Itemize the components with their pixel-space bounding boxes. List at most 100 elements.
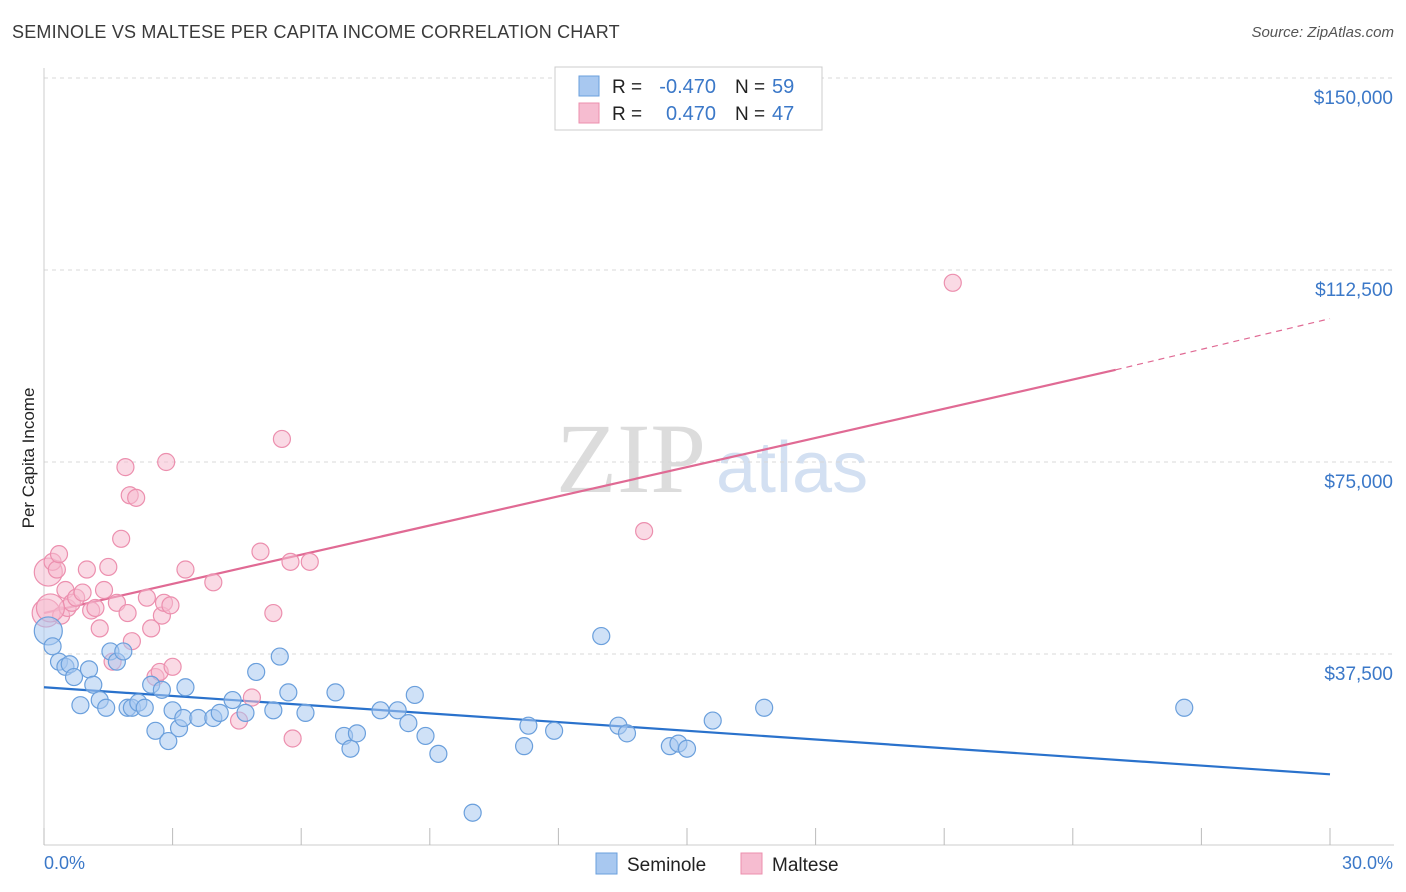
seminole-r-value: -0.470 bbox=[659, 76, 716, 98]
data-points bbox=[31, 273, 1194, 822]
seminole-point-1 bbox=[43, 637, 62, 656]
maltese-r-value: 0.470 bbox=[666, 103, 716, 125]
seminole-point-19 bbox=[146, 721, 165, 740]
seminole-point-38 bbox=[341, 739, 360, 758]
maltese-point-25 bbox=[137, 588, 156, 607]
maltese-point-31 bbox=[157, 452, 176, 472]
seminole-point-31 bbox=[247, 662, 266, 682]
y-tick-labels: $37,500 $75,000 $112,500 $150,000 bbox=[1314, 88, 1393, 685]
x-tick-label-1: 30.0% bbox=[1342, 853, 1393, 873]
y-tick-label-1: $75,000 bbox=[1324, 472, 1393, 493]
seminole-point-41 bbox=[388, 701, 407, 720]
seminole-point-36 bbox=[326, 683, 345, 702]
seminole-point-8 bbox=[84, 675, 103, 694]
seminole-point-46 bbox=[463, 803, 482, 822]
x-tick-label-0: 0.0% bbox=[44, 853, 85, 873]
seminole-point-56 bbox=[703, 711, 722, 730]
y-tick-label-3: $150,000 bbox=[1314, 88, 1393, 109]
seminole-n-label: N = bbox=[735, 77, 765, 98]
legend-maltese-swatch bbox=[740, 852, 763, 875]
legend-maltese-label: Maltese bbox=[772, 855, 839, 876]
maltese-point-15 bbox=[94, 580, 114, 600]
seminole-point-39 bbox=[347, 724, 367, 743]
source-label: Source: ZipAtlas.com bbox=[1251, 24, 1394, 41]
seminole-point-29 bbox=[223, 690, 242, 710]
seminole-swatch bbox=[578, 75, 600, 97]
maltese-point-14 bbox=[90, 619, 109, 638]
seminole-point-50 bbox=[592, 626, 611, 646]
seminole-point-52 bbox=[617, 724, 637, 743]
seminole-point-32 bbox=[264, 701, 283, 720]
seminole-point-10 bbox=[97, 698, 116, 717]
maltese-point-42 bbox=[283, 729, 302, 748]
maltese-point-21 bbox=[118, 603, 137, 623]
seminole-point-45 bbox=[429, 744, 448, 763]
maltese-point-4 bbox=[49, 545, 69, 564]
maltese-point-34 bbox=[176, 560, 195, 579]
seminole-point-21 bbox=[159, 731, 178, 751]
seminole-point-35 bbox=[296, 703, 315, 722]
maltese-point-32 bbox=[161, 596, 180, 615]
maltese-trend-extension bbox=[1115, 318, 1331, 371]
seminole-point-25 bbox=[176, 678, 195, 697]
maltese-point-26 bbox=[142, 619, 161, 638]
maltese-point-11 bbox=[77, 560, 96, 579]
maltese-n-value: 47 bbox=[772, 103, 794, 125]
seminole-point-57 bbox=[755, 698, 774, 717]
maltese-trend-line bbox=[43, 368, 1116, 615]
maltese-point-13 bbox=[86, 598, 105, 618]
seminole-point-49 bbox=[545, 721, 564, 740]
seminole-point-43 bbox=[405, 685, 424, 705]
maltese-swatch bbox=[578, 102, 600, 124]
y-tick-label-2: $112,500 bbox=[1315, 280, 1393, 301]
maltese-point-45 bbox=[943, 273, 962, 292]
seminole-point-34 bbox=[279, 683, 298, 702]
maltese-point-19 bbox=[112, 529, 131, 548]
maltese-point-39 bbox=[264, 603, 283, 623]
seminole-point-5 bbox=[64, 667, 84, 687]
seminole-point-40 bbox=[371, 701, 390, 720]
series-legend: Seminole Maltese bbox=[595, 852, 839, 876]
maltese-point-3 bbox=[47, 560, 66, 579]
y-axis-label: Per Capita Income bbox=[19, 388, 38, 529]
seminole-r-label: R = bbox=[612, 77, 642, 98]
seminole-point-7 bbox=[79, 660, 99, 679]
watermark-atlas: atlas bbox=[716, 428, 868, 508]
seminole-point-20 bbox=[152, 680, 171, 699]
maltese-point-16 bbox=[99, 557, 118, 577]
x-tick-labels: 0.0% 30.0% bbox=[44, 853, 1393, 873]
maltese-point-37 bbox=[242, 688, 262, 707]
maltese-point-44 bbox=[635, 522, 654, 541]
maltese-point-40 bbox=[272, 429, 292, 449]
chart-title: SEMINOLE VS MALTESE PER CAPITA INCOME CO… bbox=[12, 22, 620, 42]
stats-legend: R = -0.470 N = 59 R = 0.470 N = 47 bbox=[554, 66, 823, 131]
seminole-point-42 bbox=[399, 714, 418, 733]
maltese-r-label: R = bbox=[612, 104, 642, 125]
seminole-point-28 bbox=[210, 703, 229, 722]
maltese-point-41 bbox=[281, 552, 300, 571]
maltese-point-10 bbox=[73, 583, 92, 602]
maltese-point-33 bbox=[163, 657, 182, 676]
x-tick-marks bbox=[43, 828, 1331, 845]
seminole-point-13 bbox=[114, 642, 133, 661]
legend-seminole-swatch bbox=[595, 852, 618, 875]
maltese-point-24 bbox=[127, 488, 146, 507]
maltese-point-20 bbox=[116, 458, 135, 477]
maltese-n-label: N = bbox=[735, 104, 765, 125]
seminole-point-17 bbox=[135, 698, 154, 717]
maltese-point-38 bbox=[251, 542, 270, 561]
seminole-point-6 bbox=[71, 696, 90, 715]
seminole-point-33 bbox=[270, 647, 289, 666]
legend-seminole-label: Seminole bbox=[627, 855, 706, 876]
seminole-point-30 bbox=[236, 703, 255, 722]
seminole-point-47 bbox=[515, 737, 534, 756]
seminole-point-44 bbox=[416, 726, 435, 746]
seminole-n-value: 59 bbox=[772, 76, 794, 98]
seminole-point-58 bbox=[1175, 698, 1194, 717]
y-tick-label-0: $37,500 bbox=[1324, 664, 1393, 685]
seminole-point-48 bbox=[519, 716, 538, 735]
maltese-point-43 bbox=[300, 552, 319, 571]
watermark-zip: ZIP bbox=[556, 403, 706, 514]
seminole-point-55 bbox=[677, 739, 697, 758]
